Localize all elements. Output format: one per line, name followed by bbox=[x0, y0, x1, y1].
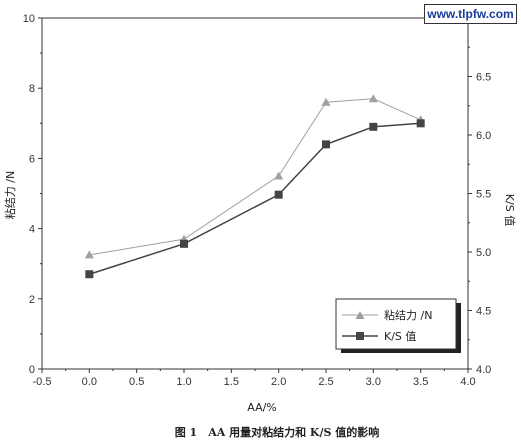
data-point-adhesion bbox=[368, 94, 378, 103]
right-tick-label: 4.5 bbox=[476, 306, 491, 318]
x-tick-label: 2.0 bbox=[271, 376, 286, 388]
series-line-adhesion bbox=[89, 98, 421, 256]
data-point-adhesion bbox=[321, 97, 331, 106]
left-tick-label: 6 bbox=[29, 153, 35, 165]
left-axis-label: 粘结力 /N bbox=[3, 171, 17, 219]
legend: 粘结力 /N K/S 值 bbox=[335, 298, 461, 353]
data-point-ks bbox=[85, 270, 94, 279]
x-tick-label: 0.5 bbox=[129, 376, 144, 388]
legend-label-ks: K/S 值 bbox=[384, 330, 416, 343]
x-tick-label: 3.5 bbox=[413, 376, 428, 388]
right-axis-ticks: 4.0 4.5 5.0 5.5 6.0 6.5 bbox=[468, 46, 491, 376]
legend-marker-ks bbox=[356, 332, 364, 340]
legend-box bbox=[335, 298, 457, 350]
data-point-adhesion bbox=[84, 250, 94, 259]
legend-marker-adhesion bbox=[355, 311, 365, 319]
left-tick-label: 8 bbox=[29, 83, 35, 95]
left-tick-label: 0 bbox=[29, 364, 35, 376]
x-tick-label: 1.0 bbox=[176, 376, 191, 388]
legend-label-adhesion: 粘结力 /N bbox=[384, 308, 432, 322]
series-line-ks bbox=[89, 122, 421, 275]
x-tick-label: 4.0 bbox=[460, 376, 475, 388]
data-point-ks bbox=[416, 119, 425, 128]
x-tick-label: -0.5 bbox=[33, 376, 52, 388]
x-tick-label: 2.5 bbox=[318, 376, 333, 388]
legend-shadow-bottom bbox=[341, 348, 461, 353]
data-point-ks bbox=[180, 239, 188, 248]
right-tick-label: 5.5 bbox=[476, 189, 491, 201]
watermark-box: www.tlpfw.com bbox=[424, 4, 517, 24]
figure-caption: 图 1 AA 用量对粘结力和 K/S 值的影响 bbox=[175, 425, 380, 439]
data-point-ks bbox=[322, 140, 330, 149]
x-tick-label: 3.0 bbox=[366, 376, 381, 388]
left-tick-label: 2 bbox=[29, 294, 35, 306]
watermark-text: www.tlpfw.com bbox=[427, 7, 514, 21]
left-tick-label: 10 bbox=[23, 13, 35, 25]
left-tick-label: 4 bbox=[29, 224, 35, 236]
right-tick-label: 4.0 bbox=[476, 364, 491, 376]
x-tick-label: 1.5 bbox=[224, 376, 239, 388]
data-point-adhesion bbox=[274, 171, 284, 180]
x-axis-label: AA/% bbox=[247, 401, 277, 414]
right-tick-label: 6.0 bbox=[476, 130, 491, 142]
series-layer bbox=[84, 94, 426, 279]
right-axis-label: K/S 值 bbox=[503, 194, 516, 226]
right-tick-label: 5.0 bbox=[476, 247, 491, 259]
left-axis-ticks: 0 2 4 6 8 10 bbox=[23, 13, 42, 376]
x-tick-label: 0.0 bbox=[82, 376, 97, 388]
right-tick-label: 6.5 bbox=[476, 72, 491, 84]
x-axis-ticks: -0.5 0.0 0.5 1.0 1.5 2.0 2.5 3.0 3.5 4.0 bbox=[33, 369, 476, 388]
data-point-ks bbox=[369, 122, 378, 131]
data-point-ks bbox=[274, 190, 283, 199]
legend-shadow bbox=[456, 303, 461, 353]
